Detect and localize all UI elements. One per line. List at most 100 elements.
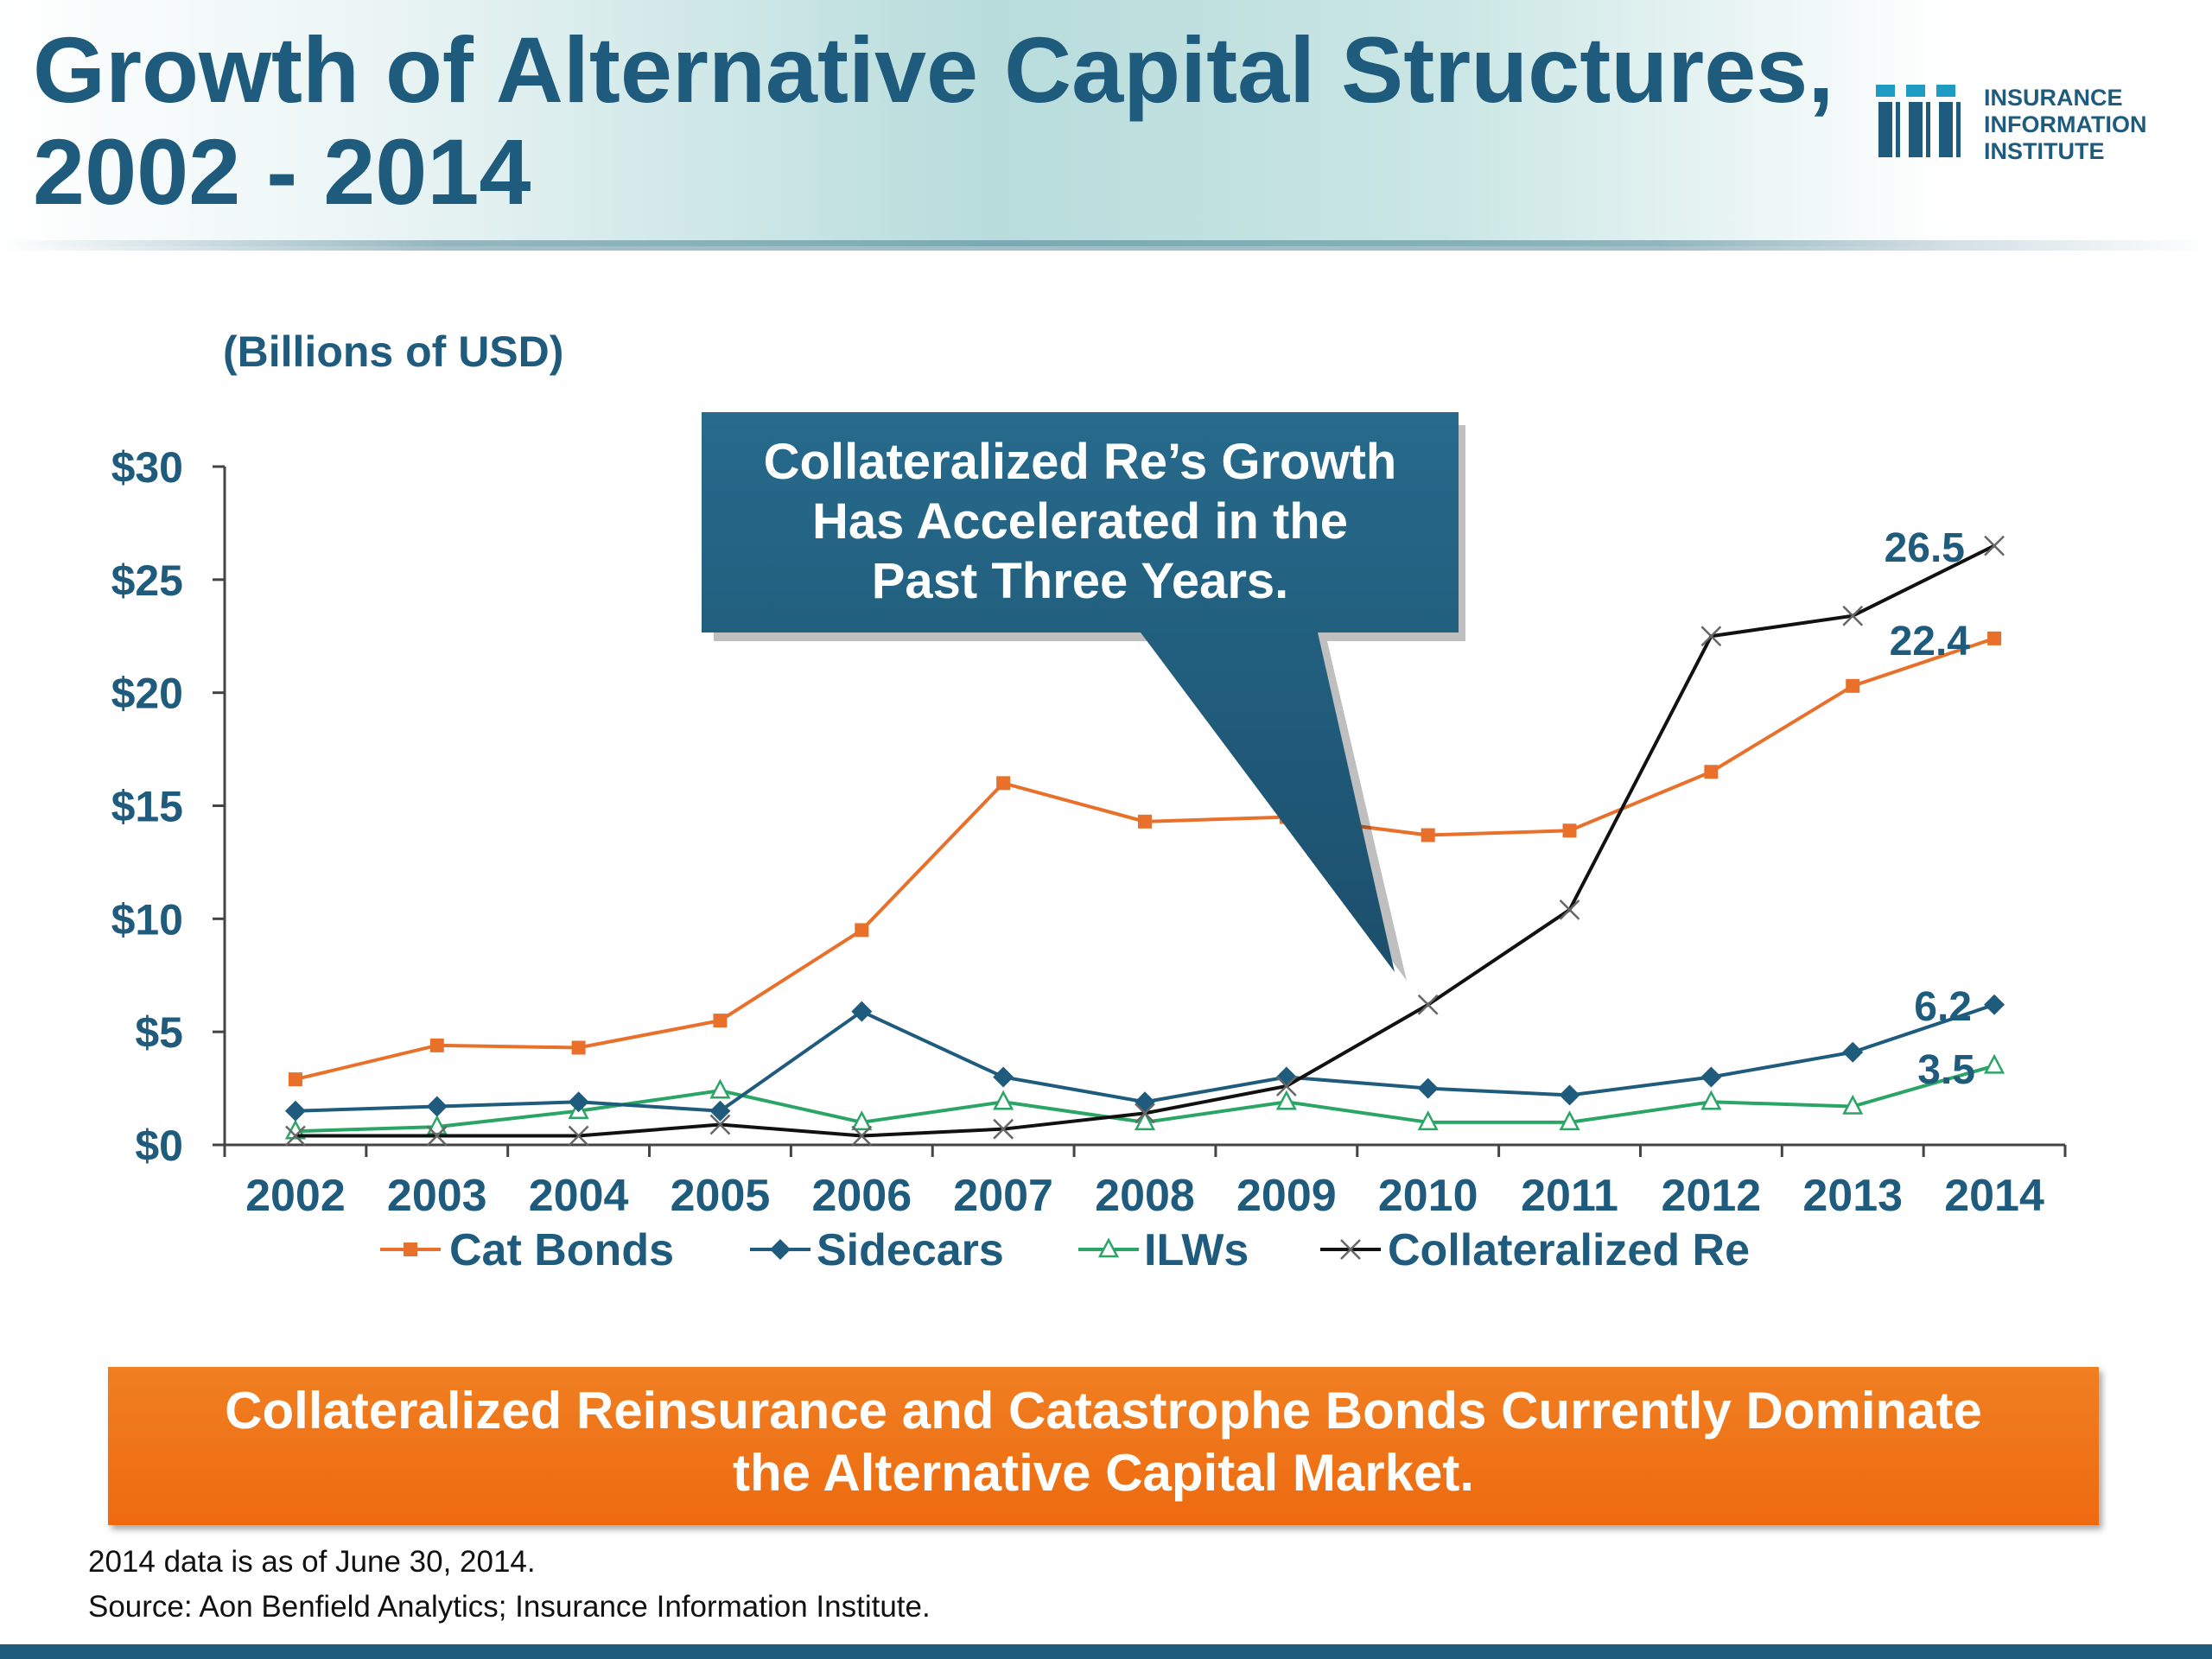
conclusion-banner xyxy=(108,1367,2099,1525)
callout-line-3: Past Three Years. xyxy=(871,553,1289,609)
series-collateralized-re xyxy=(285,535,2005,1147)
point-ilws xyxy=(709,1078,731,1099)
y-tick-label: $5 xyxy=(135,1008,183,1057)
y-tick-label: $20 xyxy=(111,670,183,718)
logo-wordmark: INSURANCE INFORMATION INSTITUTE xyxy=(1984,85,2191,165)
point-ilws xyxy=(851,1110,873,1131)
y-tick-label: $25 xyxy=(111,556,183,605)
point-cat-bonds xyxy=(1846,678,1860,693)
header-divider xyxy=(0,240,2212,251)
point-ilws xyxy=(1417,1110,1439,1131)
point-cat-bonds xyxy=(1987,631,2002,645)
legend-swatch-marker xyxy=(1097,1237,1120,1258)
title-line-1: Growth of Alternative Capital Structures… xyxy=(33,17,1834,122)
point-collateralized-re xyxy=(1135,1103,1155,1124)
point-cat-bonds xyxy=(288,1072,302,1087)
point-sidecars xyxy=(426,1096,448,1117)
y-tick-label: $0 xyxy=(135,1122,183,1170)
banner-line-1: Collateralized Reinsurance and Catastrop… xyxy=(225,1382,1982,1440)
point-ilws xyxy=(426,1115,448,1135)
x-tick-label: 2014 xyxy=(1944,1171,2044,1221)
page-title: Growth of Alternative Capital Structures… xyxy=(33,17,1834,224)
point-collateralized-re xyxy=(426,1125,448,1147)
x-tick-label: 2010 xyxy=(1378,1171,1478,1221)
point-sidecars xyxy=(1559,1084,1580,1106)
point-collateralized-re xyxy=(993,1118,1014,1140)
end-label-sidecars: 6.2 xyxy=(1914,984,1972,1030)
x-tick-label: 2008 xyxy=(1095,1171,1195,1221)
chart-end-labels: 22.4 6.2 3.5 26.5 xyxy=(1885,525,1975,1093)
footnote-source: Source: Aon Benfield Analytics; Insuranc… xyxy=(88,1590,931,1624)
point-cat-bonds xyxy=(1138,814,1152,829)
point-sidecars xyxy=(851,1001,873,1022)
point-cat-bonds xyxy=(429,1038,444,1052)
point-collateralized-re xyxy=(1700,626,1722,647)
legend-swatch-marker xyxy=(770,1239,791,1260)
point-ilws xyxy=(1842,1094,1864,1115)
line-chart: $0 $5 $10 $15 $20 $25 $30 2002 2003 2004 2005 2006 2… xyxy=(111,412,2067,1275)
callout-line-1: Collateralized Re’s Growth xyxy=(763,434,1397,490)
x-tick-label: 2007 xyxy=(953,1171,1053,1221)
point-ilws xyxy=(1559,1110,1580,1131)
point-ilws xyxy=(1700,1090,1722,1110)
legend-item-cat-bonds: Cat Bonds xyxy=(380,1225,674,1275)
header-band xyxy=(0,0,2212,246)
y-tick-label: $30 xyxy=(111,443,183,492)
point-ilws xyxy=(1134,1110,1156,1131)
legend-swatch-marker xyxy=(1340,1239,1361,1260)
footnote-date: 2014 data is as of June 30, 2014. xyxy=(88,1545,536,1579)
x-tick-label: 2002 xyxy=(245,1171,346,1221)
x-tick-label: 2004 xyxy=(529,1171,629,1221)
x-tick-label: 2009 xyxy=(1236,1171,1337,1221)
end-label-cat-bonds: 22.4 xyxy=(1890,619,1971,664)
chart-legend: Cat Bonds Sidecars ILWs Collateralized Re xyxy=(380,1225,1750,1275)
x-tick-label: 2012 xyxy=(1662,1171,1762,1221)
point-sidecars xyxy=(568,1091,589,1113)
series-line-cat-bonds xyxy=(295,636,1995,1082)
point-cat-bonds xyxy=(1421,828,1435,842)
point-collateralized-re xyxy=(709,1114,731,1135)
point-ilws xyxy=(1984,1053,2005,1074)
legend-label: Collateralized Re xyxy=(1388,1225,1750,1275)
legend-label: ILWs xyxy=(1144,1225,1249,1275)
point-sidecars xyxy=(709,1100,731,1122)
legend-item-collateralized-re: Collateralized Re xyxy=(1320,1225,1750,1275)
x-tick-label: 2013 xyxy=(1802,1171,1903,1221)
point-cat-bonds xyxy=(1704,765,1719,779)
y-tick-label: $10 xyxy=(111,895,183,944)
point-sidecars xyxy=(284,1100,306,1122)
callout-box xyxy=(702,412,1459,972)
legend-swatch-marker xyxy=(404,1243,417,1256)
chart-axes: $0 $5 $10 $15 $20 $25 $30 2002 2003 2004 2005 2006 2… xyxy=(111,443,2067,1221)
series-cat-bonds xyxy=(288,631,2002,1087)
footer-bar xyxy=(0,1644,2212,1659)
point-sidecars xyxy=(993,1066,1014,1088)
legend-item-ilws: ILWs xyxy=(1078,1225,1249,1275)
callout-line-2: Has Accelerated in the xyxy=(812,493,1348,550)
point-collateralized-re xyxy=(568,1125,589,1147)
point-sidecars xyxy=(1700,1066,1722,1088)
y-tick-label: $15 xyxy=(111,783,183,831)
point-sidecars xyxy=(1417,1077,1439,1099)
callout-text: Collateralized Re’s Growth Has Accelerat… xyxy=(702,432,1459,611)
point-collateralized-re xyxy=(1842,605,1864,626)
point-collateralized-re xyxy=(1275,1076,1297,1096)
point-cat-bonds xyxy=(571,1040,586,1055)
point-sidecars xyxy=(1842,1041,1864,1063)
title-line-2: 2002 - 2014 xyxy=(33,119,531,224)
logo-line-1: INSURANCE xyxy=(1984,85,2123,111)
legend-label: Sidecars xyxy=(817,1225,1004,1275)
y-axis-units-label: (Billions of USD) xyxy=(223,327,564,376)
point-collateralized-re xyxy=(1984,535,2005,556)
end-label-ilws: 3.5 xyxy=(1917,1047,1975,1093)
series-sidecars xyxy=(284,994,2005,1122)
x-tick-label: 2006 xyxy=(811,1171,912,1221)
point-cat-bonds xyxy=(996,776,1011,791)
point-collateralized-re xyxy=(851,1125,873,1147)
legend-label: Cat Bonds xyxy=(449,1225,674,1275)
point-cat-bonds xyxy=(855,923,869,938)
conclusion-banner-text: Collateralized Reinsurance and Catastrop… xyxy=(121,1380,2086,1504)
legend-item-sidecars: Sidecars xyxy=(750,1225,1004,1275)
point-cat-bonds xyxy=(713,1014,728,1028)
callout-shape xyxy=(702,412,1465,981)
